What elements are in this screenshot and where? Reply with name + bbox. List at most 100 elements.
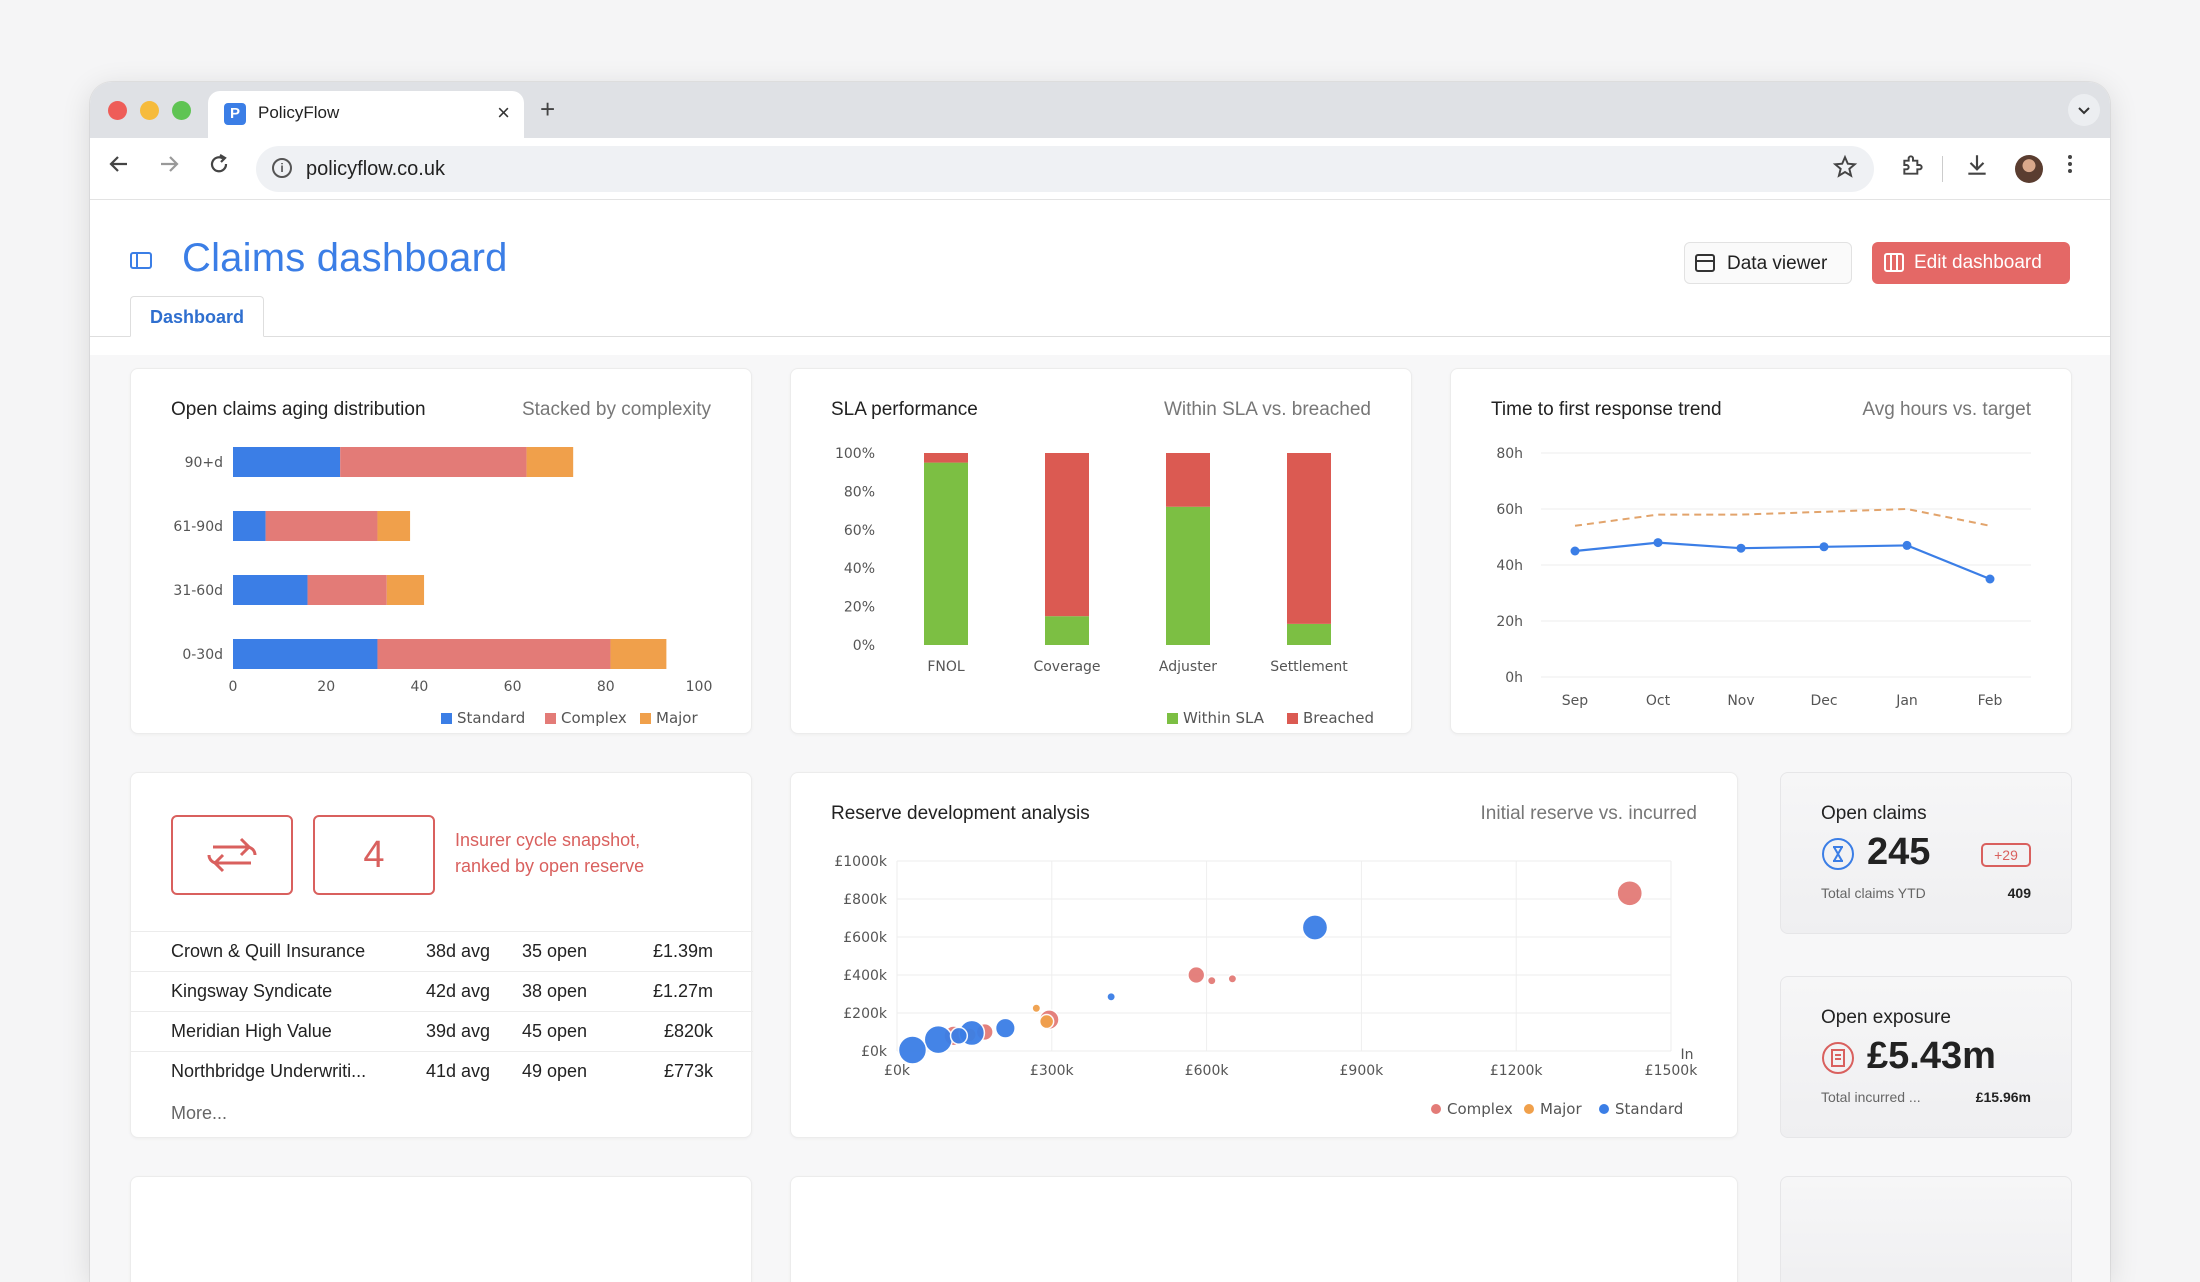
reserve-legend-label: Standard — [1615, 1100, 1683, 1118]
response-point — [1985, 574, 1995, 584]
aging-category-label: 61-90d — [173, 519, 223, 535]
data-viewer-button[interactable]: Data viewer — [1684, 242, 1852, 284]
maximize-window-button[interactable] — [172, 101, 191, 120]
insurer-avg-cell: 38d avg — [426, 931, 522, 972]
response-point — [1736, 543, 1746, 553]
sla-y-tick: 20% — [844, 600, 875, 616]
sla-y-tick: 0% — [853, 638, 875, 654]
open-exposure-foot-value: £15.96m — [1975, 1089, 2031, 1105]
aging-x-tick: 60 — [504, 679, 522, 695]
receipt-icon — [1821, 1041, 1855, 1075]
reserve-chart: £0k £200k £400k £600k £800k £1000k £0k £300k £60… — [834, 854, 1699, 1118]
reserve-point — [897, 1035, 928, 1065]
aging-bar-segment — [610, 639, 667, 669]
open-claims-card: Open claims 245 +29 Total claims YTD 409 — [1780, 772, 2072, 934]
insurer-open-cell: 49 open — [522, 1051, 627, 1092]
edit-dashboard-button[interactable]: Edit dashboard — [1872, 242, 2070, 284]
reserve-legend-label: Complex — [1447, 1100, 1513, 1118]
sla-bar-segment — [1045, 453, 1089, 617]
reserve-point — [1031, 1003, 1042, 1014]
reserve-y-tick: £600k — [843, 930, 888, 946]
insurer-row[interactable]: Meridian High Value 39d avg 45 open £820k — [131, 1011, 753, 1052]
reserve-point — [923, 1024, 954, 1055]
reserve-y-tick: £200k — [843, 1006, 888, 1022]
extensions-icon[interactable] — [1900, 152, 1926, 185]
sla-category-label: Adjuster — [1159, 659, 1217, 675]
policyflow-favicon-icon: P — [224, 103, 246, 125]
minimize-window-button[interactable] — [140, 101, 159, 120]
insurer-row[interactable]: Crown & Quill Insurance 38d avg 35 open £1.… — [131, 931, 753, 972]
sla-legend-swatch — [1167, 713, 1178, 724]
sla-legend-label: Breached — [1303, 709, 1374, 727]
open-exposure-card: Open exposure £5.43m Total incurred ... … — [1780, 976, 2072, 1138]
insurer-row[interactable]: Kingsway Syndicate 42d avg 38 open £1.27m — [131, 971, 753, 1012]
sidebar-toggle-icon[interactable] — [130, 252, 152, 269]
table-icon — [1695, 254, 1715, 272]
insurer-name-cell: Kingsway Syndicate — [131, 971, 426, 1012]
sla-bar-segment — [1045, 616, 1089, 645]
open-claims-title: Open claims — [1821, 803, 1927, 824]
reserve-x-tick: £0k — [884, 1063, 911, 1079]
reserve-x-tick: £300k — [1030, 1063, 1075, 1079]
response-y-tick: 20h — [1496, 614, 1523, 630]
open-exposure-title: Open exposure — [1821, 1007, 1951, 1028]
response-point — [1902, 540, 1912, 550]
aging-legend-label: Complex — [561, 709, 627, 727]
download-icon[interactable] — [1964, 152, 1990, 185]
response-title: Time to first response trend — [1491, 399, 1722, 420]
insurer-table: Crown & Quill Insurance 38d avg 35 open £1.… — [131, 931, 753, 1092]
url-text[interactable]: policyflow.co.uk — [306, 158, 445, 180]
reserve-legend-label: Major — [1540, 1100, 1582, 1118]
reload-icon[interactable] — [204, 152, 234, 183]
info-icon[interactable]: i — [272, 158, 292, 178]
aging-bar-segment — [233, 511, 266, 541]
aging-x-tick: 80 — [597, 679, 615, 695]
new-tab-button[interactable]: + — [540, 94, 556, 124]
response-point — [1570, 546, 1580, 556]
star-icon[interactable] — [1832, 154, 1858, 187]
reserve-legend-swatch — [1599, 1104, 1609, 1114]
cycle-icon — [171, 815, 293, 895]
open-exposure-foot-label: Total incurred ... — [1821, 1089, 1921, 1105]
tab-title: PolicyFlow — [258, 103, 340, 122]
next-card-middle — [790, 1176, 1738, 1282]
insurer-open-cell: 38 open — [522, 971, 627, 1012]
insurer-row[interactable]: Northbridge Underwriti... 41d avg 49 open £… — [131, 1051, 753, 1092]
reserve-legend-swatch — [1431, 1104, 1441, 1114]
aging-subtitle: Stacked by complexity — [521, 399, 711, 420]
close-tab-icon[interactable]: × — [497, 100, 510, 125]
response-x-tick: Feb — [1978, 693, 2003, 709]
forward-icon[interactable] — [154, 152, 184, 183]
aging-legend-label: Standard — [457, 709, 525, 727]
menu-icon[interactable] — [2066, 152, 2074, 183]
address-bar[interactable]: i policyflow.co.uk — [256, 146, 1874, 192]
browser-tab[interactable]: P PolicyFlow × — [208, 91, 524, 138]
page-content: Claims dashboard Data viewer Edit dashbo… — [90, 200, 2110, 1282]
aging-x-tick: 100 — [686, 679, 713, 695]
insurer-avg-cell: 41d avg — [426, 1051, 522, 1092]
more-link[interactable]: More... — [171, 1103, 228, 1123]
back-icon[interactable] — [104, 152, 134, 183]
close-window-button[interactable] — [108, 101, 127, 120]
response-x-tick: Dec — [1810, 693, 1837, 709]
aging-bar-segment — [377, 639, 611, 669]
tab-dashboard[interactable]: Dashboard — [130, 296, 264, 337]
aging-legend-swatch — [545, 713, 556, 724]
open-claims-value: 245 — [1867, 831, 1931, 873]
tab-strip: P PolicyFlow × + — [90, 82, 2110, 138]
reserve-point — [1187, 965, 1206, 985]
next-kpi-card — [1780, 1176, 2072, 1282]
reserve-point — [949, 1026, 969, 1045]
reserve-point — [994, 1017, 1016, 1039]
aging-legend-swatch — [640, 713, 651, 724]
insurer-reserve-cell: £773k — [627, 1051, 753, 1092]
open-claims-badge: +29 — [1981, 843, 2031, 867]
insurer-card: 4 Insurer cycle snapshot, ranked by open… — [130, 772, 753, 1138]
tab-search-chevron-icon[interactable] — [2068, 94, 2100, 126]
reserve-x-tick: £1500k — [1645, 1063, 1699, 1079]
aging-legend-swatch — [441, 713, 452, 724]
response-y-tick: 80h — [1496, 446, 1523, 462]
profile-avatar[interactable] — [2015, 155, 2043, 183]
response-x-tick: Nov — [1727, 693, 1754, 709]
aging-bar-segment — [265, 511, 378, 541]
